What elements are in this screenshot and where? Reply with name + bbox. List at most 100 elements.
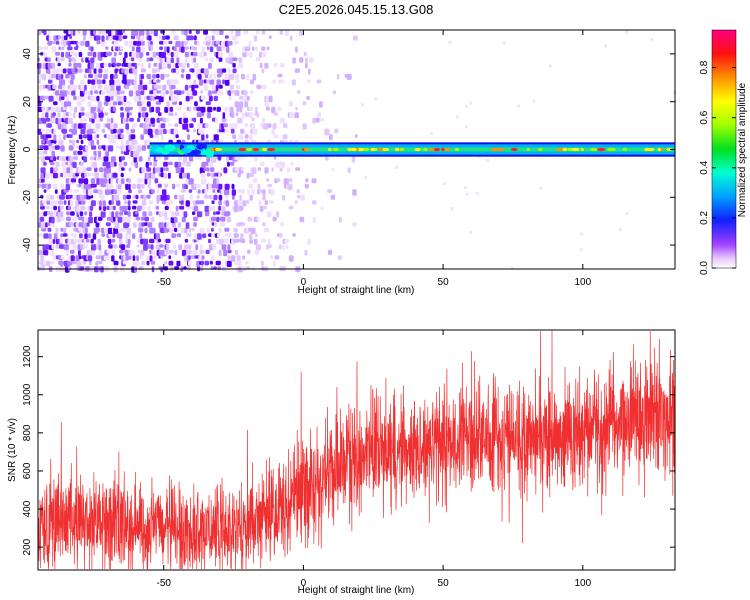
spectrogram-noise-cell [72,161,77,168]
spectrogram-noise-cell [105,150,109,157]
spectrogram-noise-cell [136,216,140,221]
spectrogram-noise-cell [106,205,110,211]
spectrogram-noise-cell [193,79,197,85]
spectrogram-noise-cell [69,84,73,92]
spectrogram-noise-cell [85,40,90,47]
spectrogram-noise-cell [82,260,87,265]
spectrogram-noise-cell [238,62,243,69]
spectrogram-noise-cell [188,35,194,41]
spectrogram-noise-cell [55,40,60,45]
spectrogram-x-ticks: -50 0 50 100 [156,30,592,288]
spectrogram-noise-cell [138,189,142,194]
spectrogram-noise-cell [80,161,84,167]
spectrogram-noise-cell [90,139,95,146]
spectrogram-noise-cell [146,260,150,266]
spectrogram-noise-cell [97,216,103,221]
spectrogram-noise-cell [200,106,206,113]
spectrogram-noise-cell [169,227,174,234]
spectrogram-noise-cell [218,172,221,178]
spectrogram-noise-cell [149,249,152,255]
spectrogram-noise-cell [102,79,106,84]
spectrogram-noise-cell [45,233,49,239]
spectrogram-noise-cell [101,233,106,237]
spectrogram-noise-cell [218,84,223,89]
spectrogram-noise-cell [229,106,234,114]
spectrogram-noise-cell [288,101,294,107]
spectrogram-noise-cell [110,134,115,140]
spectrogram-noise-cell [112,233,116,238]
spectrogram-noise-cell [122,73,127,80]
spectrogram-noise-cell [259,161,265,167]
spectrogram-noise-cell [52,84,57,90]
spectrogram-noise-cell [125,183,129,190]
spectrogram-noise-cell [105,222,111,227]
spectrogram-noise-cell [168,260,174,266]
spectrogram-noise-cell [85,112,90,118]
spectrogram-noise-cell [98,260,103,265]
spectrogram-noise-cell [252,73,257,81]
spectrogram-noise-cell [57,68,62,72]
spectrogram-noise-cell [133,84,137,91]
spectrogram-noise-cell [124,51,128,59]
spectrogram-noise-cell [188,29,192,34]
spectrogram-noise-cell [128,255,132,260]
spectrogram-noise-cell [162,84,167,91]
spectrogram-noise-cell [80,106,85,112]
spectrogram-noise-cell [43,46,49,51]
spectrogram-noise-cell [139,233,143,239]
spectrogram-noise-cell [174,249,178,256]
spectrogram-noise-cell [204,211,210,217]
spectrogram-noise-cell [218,205,221,211]
spectrogram-noise-cell [171,233,176,238]
spectrogram-noise-cell [189,84,192,89]
spectrogram-noise-cell [178,62,184,67]
spectrogram-noise-cell [204,73,209,79]
spectrogram-noise-cell [62,68,67,74]
spectrogram-noise-cell [287,178,293,183]
spectrogram-noise-cell [331,168,335,172]
snr-x-label: Height of straight line (km) [298,585,415,596]
spectrogram-noise-cell [215,117,218,124]
spectrogram-noise-cell [137,178,143,184]
spectrogram-noise-cell [197,189,201,194]
spectrogram-noise-cell [295,167,301,171]
spectrogram-noise-cell [204,84,208,92]
spectrogram-noise-cell [188,255,191,260]
spectrogram-noise-cell [217,233,221,238]
spectrogram-noise-cell [50,249,55,257]
spectrogram-noise-cell [200,260,204,266]
spectrogram-noise-cell [99,200,103,207]
spectrogram-noise-cell [46,200,51,205]
spectrogram-noise-cell [204,260,209,266]
spectrogram-noise-cell [94,172,100,180]
signal-hotspot [510,147,518,152]
spectrogram-noise-cell [60,73,64,80]
spectrogram-noise-cell [70,255,75,262]
spectrogram-noise-cell [113,51,117,57]
spectrogram-noise-cell [143,95,147,100]
spectrogram-noise-cell [165,90,169,95]
spectrogram-noise-cell [234,260,240,266]
spectrogram-noise-cell [229,57,234,64]
spectrogram-noise-cell [256,112,260,118]
spectrogram-x-tick-label: -50 [156,277,171,288]
spectrogram-noise-cell [294,200,298,204]
spectrogram-noise-cell [141,46,145,53]
spectrogram-noise-cell [210,266,214,271]
spectrogram-noise-cell [231,194,235,200]
spectrogram-noise-cell [174,112,178,116]
spectrogram-noise-cell [99,167,104,173]
spectrogram-noise-cell [100,117,103,122]
spectrogram-noise-cell [224,183,230,190]
spectrogram-noise-cell [39,216,45,222]
spectrogram-noise-cell [285,244,289,250]
spectrogram-noise-cell [236,255,241,261]
spectrogram-noise-cell [135,211,138,215]
spectrogram-noise-cell [120,106,124,111]
spectrogram-noise-cell [244,90,248,96]
spectrogram-noise-cell [186,128,190,133]
spectrogram-noise-cell [252,178,258,183]
spectrogram-noise-cell [198,156,202,161]
spectrogram-noise-cell [146,101,151,107]
spectrogram-noise-cell [186,266,191,271]
